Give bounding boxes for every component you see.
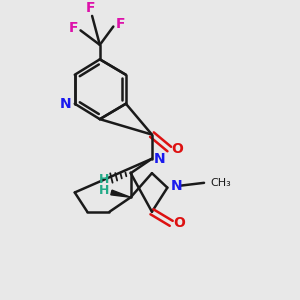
Text: O: O xyxy=(173,216,185,230)
Text: N: N xyxy=(154,152,166,166)
Polygon shape xyxy=(111,190,131,197)
Text: CH₃: CH₃ xyxy=(211,178,232,188)
Text: O: O xyxy=(171,142,183,156)
Text: F: F xyxy=(69,22,79,35)
Text: F: F xyxy=(85,1,95,15)
Text: F: F xyxy=(115,16,125,31)
Text: H: H xyxy=(98,173,109,186)
Text: N: N xyxy=(59,97,71,111)
Text: N: N xyxy=(171,179,183,193)
Text: H: H xyxy=(98,184,109,197)
